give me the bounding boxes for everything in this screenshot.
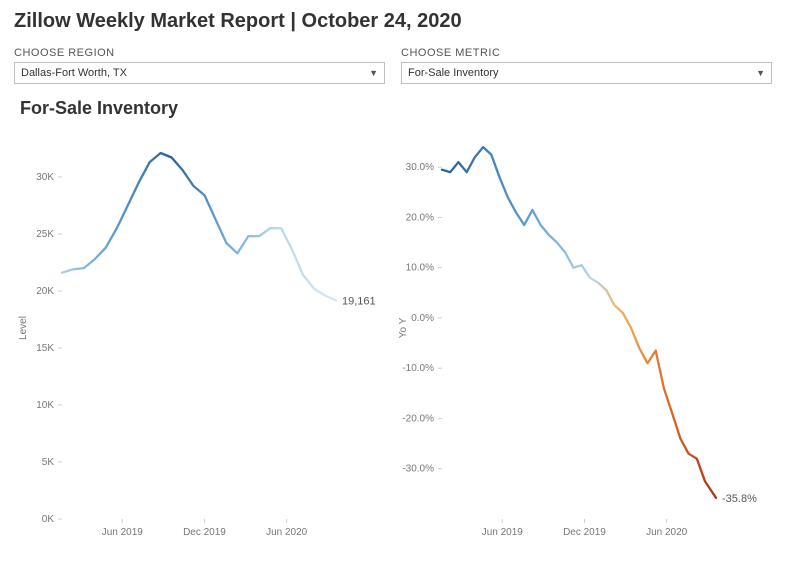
svg-text:Yo Y: Yo Y [398,317,409,338]
svg-text:0.0%: 0.0% [411,313,434,324]
svg-text:-10.0%: -10.0% [402,363,434,374]
svg-text:Dec 2019: Dec 2019 [563,527,606,538]
svg-text:Jun 2019: Jun 2019 [482,527,524,538]
svg-text:10K: 10K [36,400,54,411]
region-select[interactable]: Dallas-Fort Worth, TX ▼ [14,62,385,84]
metric-select-value: For-Sale Inventory [408,67,498,79]
svg-text:-20.0%: -20.0% [402,413,434,424]
chevron-down-icon: ▼ [756,68,765,78]
region-select-value: Dallas-Fort Worth, TX [21,67,127,79]
svg-text:20.0%: 20.0% [406,212,434,223]
svg-text:Dec 2019: Dec 2019 [183,527,226,538]
svg-text:Jun 2020: Jun 2020 [646,527,688,538]
region-label: CHOOSE REGION [14,47,385,59]
svg-text:Jun 2019: Jun 2019 [102,527,144,538]
svg-text:0K: 0K [42,514,55,525]
svg-text:Jun 2020: Jun 2020 [266,527,308,538]
charts-container: 0K 5K 10K 15K 20K 25K 30K Jun 2019 Dec 2019 Jun 2… [14,127,772,547]
svg-text:10.0%: 10.0% [406,263,434,274]
svg-text:19,161: 19,161 [342,296,376,308]
controls-row: CHOOSE REGION Dallas-Fort Worth, TX ▼ CH… [14,47,772,84]
metric-control: CHOOSE METRIC For-Sale Inventory ▼ [401,47,772,84]
svg-text:30K: 30K [36,172,54,183]
svg-text:15K: 15K [36,343,54,354]
page-title: Zillow Weekly Market Report | October 24… [14,10,772,33]
svg-text:25K: 25K [36,229,54,240]
chevron-down-icon: ▼ [369,68,378,78]
svg-text:5K: 5K [42,457,55,468]
chart-subtitle: For-Sale Inventory [20,98,772,119]
metric-label: CHOOSE METRIC [401,47,772,59]
region-control: CHOOSE REGION Dallas-Fort Worth, TX ▼ [14,47,385,84]
svg-text:-35.8%: -35.8% [722,493,757,505]
level-chart: 0K 5K 10K 15K 20K 25K 30K Jun 2019 Dec 2019 Jun 2… [14,127,384,547]
svg-text:Level: Level [18,316,29,340]
yoy-chart: -30.0% -20.0% -10.0% 0.0% 10.0% 20.0% 30.0% Jun… [394,127,764,547]
svg-text:20K: 20K [36,286,54,297]
metric-select[interactable]: For-Sale Inventory ▼ [401,62,772,84]
svg-text:30.0%: 30.0% [406,162,434,173]
svg-text:-30.0%: -30.0% [402,464,434,475]
